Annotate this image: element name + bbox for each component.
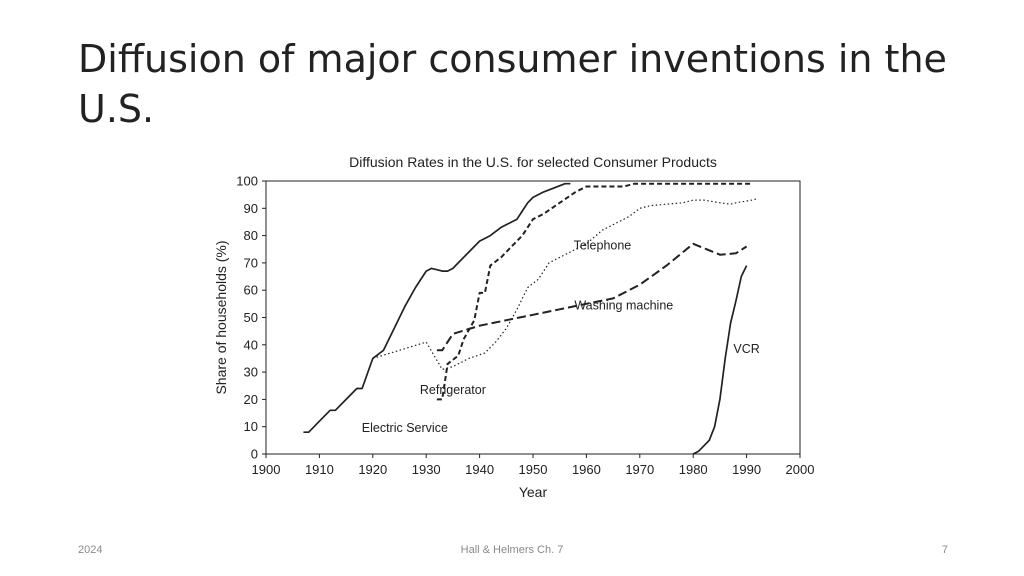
chart-container: Diffusion Rates in the U.S. for selected…: [205, 148, 825, 508]
x-tick-label: 1900: [252, 462, 281, 477]
y-tick-label: 60: [244, 283, 258, 298]
x-tick-label: 1940: [465, 462, 494, 477]
y-tick-label: 70: [244, 255, 258, 270]
x-tick-label: 2000: [786, 462, 815, 477]
y-tick-label: 0: [251, 447, 258, 462]
series-line-telephone: [372, 198, 758, 370]
x-tick-label: 1950: [519, 462, 548, 477]
footer-page-number: 7: [941, 544, 948, 556]
footer-year: 2024: [78, 544, 103, 556]
series-line-vcr: [692, 265, 748, 455]
x-tick-label: 1990: [732, 462, 761, 477]
annotation-electric-service: Electric Service: [362, 421, 448, 435]
x-tick-label: 1930: [412, 462, 441, 477]
axis-ticks: 1900 1910 1920 1930 1940 1950 1960 1970 1980 1990…: [236, 174, 814, 478]
annotation-refrigerator: Refrigerator: [420, 383, 486, 397]
footer-source: Hall & Helmers Ch. 7: [460, 544, 564, 556]
series-lines: [303, 182, 758, 455]
line-chart: Diffusion Rates in the U.S. for selected…: [213, 154, 814, 500]
y-tick-label: 100: [236, 174, 258, 189]
annotation-vcr: VCR: [733, 342, 759, 356]
series-line-refrigerator: [436, 182, 752, 401]
y-tick-label: 40: [244, 337, 258, 352]
annotation-washing-machine: Washing machine: [574, 298, 673, 312]
x-tick-label: 1980: [679, 462, 708, 477]
x-tick-label: 1920: [358, 462, 387, 477]
y-tick-label: 10: [244, 419, 258, 434]
x-tick-label: 1960: [572, 462, 601, 477]
annotation-telephone: Telephone: [574, 238, 632, 252]
y-tick-label: 90: [244, 201, 258, 216]
y-tick-label: 50: [244, 310, 258, 325]
y-tick-label: 30: [244, 365, 258, 380]
x-axis-label: Year: [519, 484, 548, 500]
y-tick-label: 20: [244, 392, 258, 407]
series-line-washing-machine: [436, 242, 748, 352]
slide-title: Diffusion of major consumer inventions i…: [78, 37, 947, 131]
chart-title: Diffusion Rates in the U.S. for selected…: [349, 154, 717, 170]
y-axis-label: Share of households (%): [213, 240, 229, 394]
y-tick-label: 80: [244, 228, 258, 243]
x-tick-label: 1970: [625, 462, 654, 477]
x-tick-label: 1910: [305, 462, 334, 477]
series-annotations: Electric Service Telephone Refrigerator Was…: [362, 238, 760, 435]
series-line-electric-service: [303, 182, 571, 434]
plot-frame: [265, 180, 801, 455]
